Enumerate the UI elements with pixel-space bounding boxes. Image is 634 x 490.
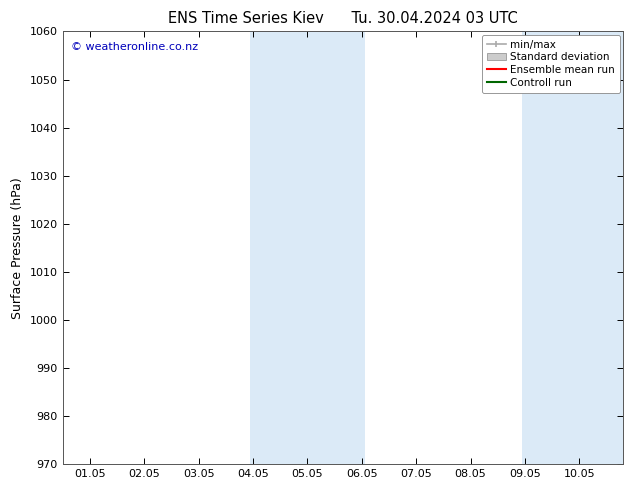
Y-axis label: Surface Pressure (hPa): Surface Pressure (hPa): [11, 177, 24, 318]
Bar: [522, 31, 623, 464]
Text: © weatheronline.co.nz: © weatheronline.co.nz: [71, 42, 198, 52]
Title: ENS Time Series Kiev      Tu. 30.04.2024 03 UTC: ENS Time Series Kiev Tu. 30.04.2024 03 U…: [168, 11, 517, 26]
Bar: [250, 31, 365, 464]
Legend: min/max, Standard deviation, Ensemble mean run, Controll run: min/max, Standard deviation, Ensemble me…: [482, 35, 620, 93]
